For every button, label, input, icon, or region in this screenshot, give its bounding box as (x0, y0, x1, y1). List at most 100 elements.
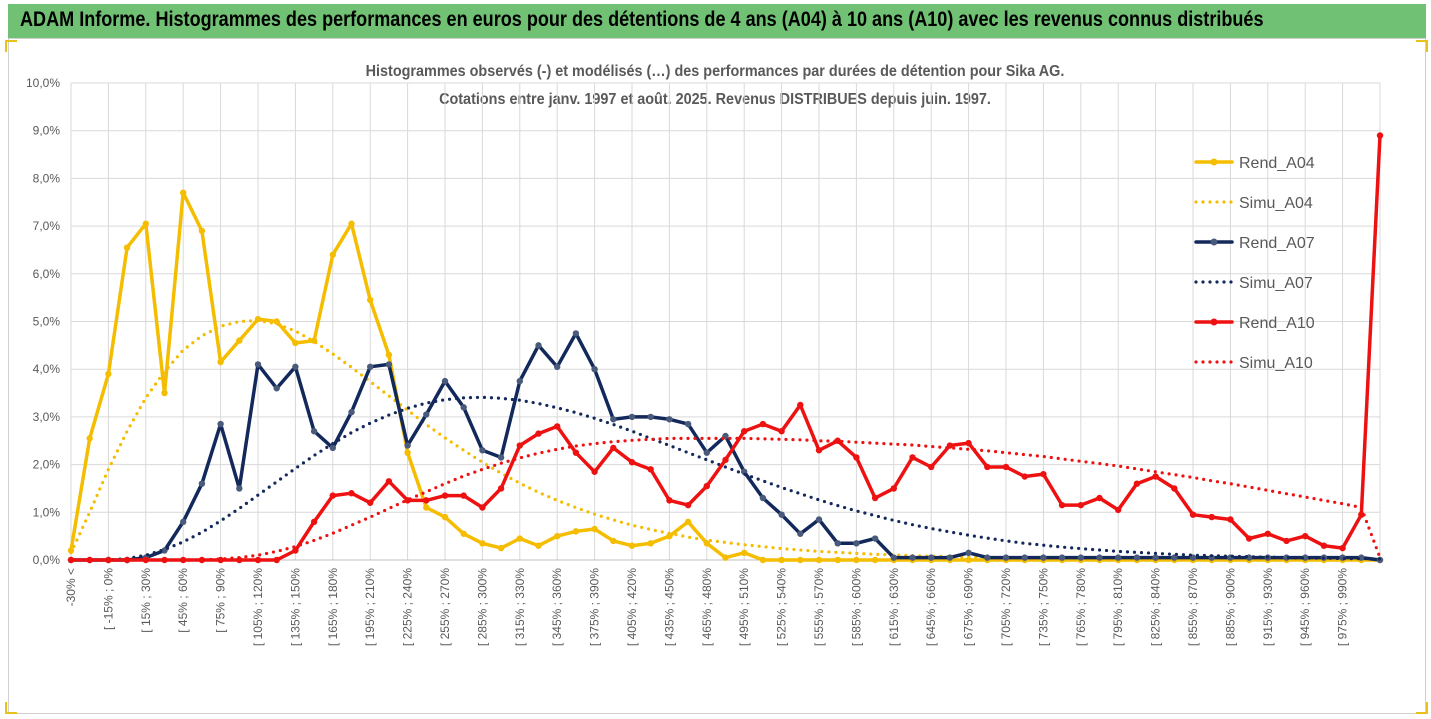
data-point (292, 363, 299, 371)
data-point (535, 430, 542, 437)
data-point (890, 485, 897, 492)
data-point (610, 416, 617, 423)
data-point (105, 556, 112, 564)
data-point (292, 339, 299, 347)
data-point (310, 428, 318, 435)
x-tick-label: [ 405% ; 420% (625, 568, 639, 646)
y-tick-label: 4,0% (33, 362, 61, 376)
series-line-simu_a07 (69, 395, 1382, 562)
x-tick-label: [ 945% ; 960% (1298, 568, 1312, 646)
data-point (460, 492, 467, 499)
series-line-rend_a07 (69, 331, 1382, 562)
data-point (1115, 506, 1122, 514)
x-tick-label: [ 375% ; 390% (588, 568, 602, 646)
data-point (1171, 485, 1178, 492)
data-point (815, 556, 823, 564)
data-point (628, 459, 636, 466)
data-point (666, 416, 673, 423)
x-tick-label: [ 285% ; 300% (475, 568, 489, 646)
data-point (441, 377, 449, 385)
data-point (497, 485, 505, 492)
x-tick-label: [ 855% ; 870% (1186, 568, 1200, 646)
data-point (1227, 516, 1234, 523)
data-point (217, 420, 224, 428)
data-point (441, 513, 449, 521)
data-point (984, 554, 991, 561)
data-point (1096, 494, 1103, 502)
data-point (610, 444, 617, 452)
data-point (647, 413, 654, 421)
data-point (1208, 513, 1215, 521)
data-point (236, 337, 243, 344)
data-point (1133, 480, 1141, 487)
x-tick-label: [ 495% ; 510% (737, 568, 751, 646)
data-point (909, 454, 916, 461)
x-tick-label: [ 255% ; 270% (438, 568, 452, 646)
data-point (367, 296, 374, 304)
corner-mark-top-right (1416, 40, 1428, 52)
data-point (1283, 537, 1290, 545)
data-point (1115, 554, 1122, 561)
data-point (722, 456, 729, 464)
data-point (497, 454, 505, 461)
data-point (86, 435, 93, 442)
banner: ADAM Informe. Histogrammes des performan… (8, 4, 1426, 38)
x-tick-label: [ 585% ; 600% (849, 568, 863, 646)
data-point (666, 532, 673, 540)
data-point (1133, 554, 1141, 561)
x-tick-label: [ 435% ; 450% (662, 568, 676, 646)
x-tick-label: [ 225% ; 240% (401, 568, 415, 646)
data-point (1152, 554, 1159, 561)
data-point (385, 351, 393, 359)
data-point (367, 499, 374, 506)
data-point (516, 377, 523, 385)
corner-mark-top-left (5, 40, 17, 52)
data-point (329, 492, 336, 499)
data-point (1302, 554, 1309, 561)
x-tick-label: [ 555% ; 570% (812, 568, 826, 646)
x-tick-label: [ 135% ; 150% (288, 568, 302, 646)
y-tick-label: 1,0% (33, 505, 61, 519)
x-tick-label: [ 165% ; 180% (326, 568, 340, 646)
x-tick-label: [ 15% ; 30% (139, 568, 153, 633)
data-point (273, 556, 280, 564)
data-point (890, 554, 897, 561)
data-point (628, 542, 636, 549)
legend-label: Rend_A10 (1239, 315, 1315, 332)
data-point (591, 468, 598, 475)
data-point (1002, 554, 1010, 561)
data-point (292, 547, 299, 554)
data-point (1058, 554, 1066, 561)
data-point (441, 492, 449, 499)
x-tick-label: [ 885% ; 900% (1223, 568, 1237, 646)
data-point (1264, 530, 1272, 537)
data-point (385, 361, 393, 368)
data-point (1077, 501, 1085, 509)
y-tick-label: 6,0% (33, 267, 61, 281)
data-point (385, 478, 393, 485)
data-point (703, 482, 710, 490)
data-point (965, 439, 972, 447)
data-point (161, 556, 168, 564)
data-point (572, 449, 580, 456)
data-point (984, 463, 991, 471)
data-point (142, 220, 149, 227)
data-point (759, 556, 767, 564)
data-point (105, 370, 112, 378)
data-point (853, 540, 860, 547)
data-point (198, 227, 206, 235)
x-tick-label: [ 525% ; 540% (775, 568, 789, 646)
data-point (759, 420, 767, 428)
data-point (1171, 554, 1178, 561)
y-tick-label: 8,0% (33, 171, 61, 185)
data-point (853, 454, 860, 461)
data-point (572, 528, 580, 535)
data-point (479, 447, 486, 454)
data-point (965, 556, 972, 564)
x-tick-label: [ 45% ; 60% (176, 568, 190, 633)
data-point (554, 532, 561, 540)
data-point (778, 511, 785, 518)
legend-marker (1210, 318, 1218, 326)
legend-label: Rend_A04 (1239, 155, 1315, 172)
data-point (703, 449, 710, 456)
